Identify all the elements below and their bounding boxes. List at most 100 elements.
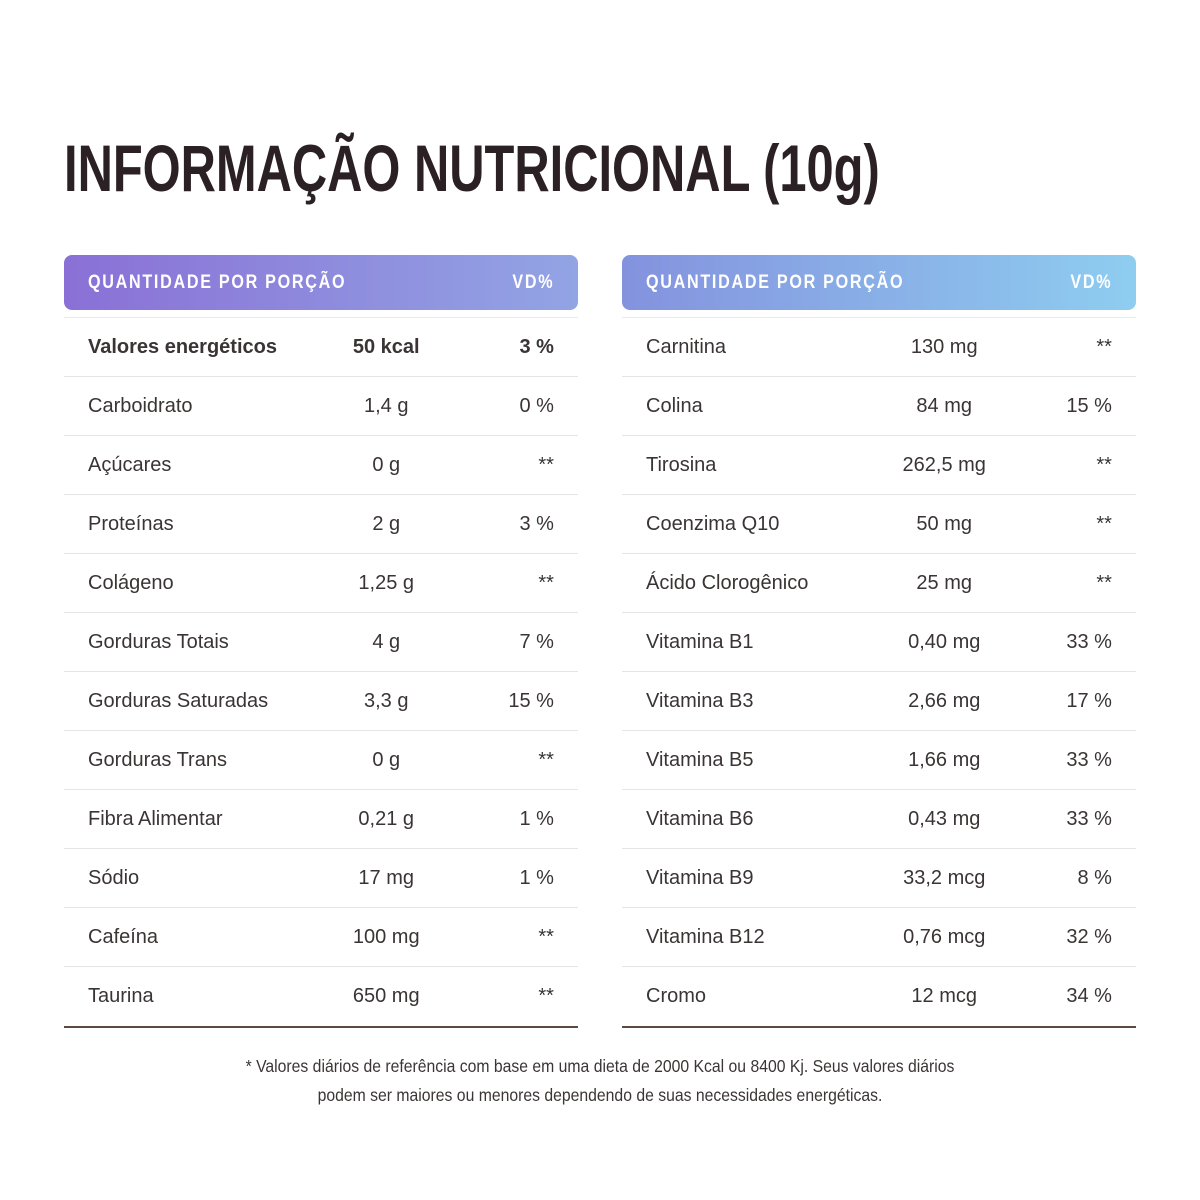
row-value: 0,76 mcg [903,925,986,948]
table-row: Tirosina 262,5 mg ** [622,436,1136,495]
table-row: Colina 84 mg 15 % [622,377,1136,436]
row-vd: 33 % [1066,748,1112,771]
row-vd: ** [538,985,554,1007]
row-value: 0,40 mg [908,630,981,653]
row-label: Valores energéticos [88,335,277,358]
table-row: Carboidrato 1,4 g 0 % [64,377,578,436]
row-vd: ** [1096,571,1112,594]
table-header-bar-right: QUANTIDADE POR PORÇÃO VD% [622,255,1136,310]
table-row: Gorduras Totais 4 g 7 % [64,613,578,672]
row-value: 3,3 g [363,689,409,712]
row-label: Carnitina [646,335,727,358]
row-label: Proteínas [88,512,174,535]
row-value: 84 mg [916,394,973,417]
row-value: 4 g [372,630,401,653]
row-label: Vitamina B5 [646,748,754,771]
row-label: Açúcares [88,453,172,476]
table-rows-right: Carnitina 130 mg ** Colina 84 mg 15 % Tirosina… [622,317,1136,1028]
table-row: Carnitina 130 mg ** [622,318,1136,377]
row-value: 1,25 g [358,571,415,594]
row-value: 1,66 mg [908,748,981,771]
table-rows-left: Valores energéticos 50 kcal 3 % Carboidrato… [64,317,578,1028]
row-vd: 33 % [1066,630,1112,653]
table-row: Cromo 12 mcg 34 % [622,967,1136,1026]
row-label: Coenzima Q10 [646,512,780,535]
row-label: Vitamina B9 [646,866,754,889]
table-row: Vitamina B3 2,66 mg 17 % [622,672,1136,731]
row-value: 17 mg [358,866,415,889]
row-label: Colágeno [88,571,174,594]
header-quantity-label: QUANTIDADE POR PORÇÃO [646,271,905,293]
row-vd: ** [538,925,554,948]
page-title: INFORMAÇÃO NUTRICIONAL (10g) [64,131,880,205]
table-row: Sódio 17 mg 1 % [64,849,578,908]
row-label: Colina [646,394,703,417]
row-value: 12 mcg [911,985,978,1007]
row-value: 130 mg [910,335,978,358]
table-row: Gorduras Trans 0 g ** [64,731,578,790]
row-label: Cromo [646,985,707,1007]
row-label: Cafeína [88,925,159,948]
table-row: Cafeína 100 mg ** [64,908,578,967]
row-value: 1,4 g [363,394,409,417]
row-vd: 3 % [519,335,554,358]
header-vd-label: VD% [512,271,554,293]
row-value: 25 mg [916,571,973,594]
row-value: 0,21 g [358,807,415,830]
row-label: Vitamina B12 [646,925,765,948]
row-value: 0 g [372,748,401,771]
table-row: Ácido Clorogênico 25 mg ** [622,554,1136,613]
table-row: Vitamina B5 1,66 mg 33 % [622,731,1136,790]
row-vd: ** [1096,453,1112,476]
row-vd: 7 % [519,630,554,653]
table-row: Vitamina B12 0,76 mcg 32 % [622,908,1136,967]
row-value: 262,5 mg [902,453,986,476]
row-label: Carboidrato [88,394,193,417]
row-value: 2,66 mg [908,689,981,712]
row-label: Vitamina B6 [646,807,754,830]
table-row: Colágeno 1,25 g ** [64,554,578,613]
table-row: Açúcares 0 g ** [64,436,578,495]
row-value: 33,2 mcg [903,866,986,889]
table-row: Coenzima Q10 50 mg ** [622,495,1136,554]
row-value: 100 mg [352,925,420,948]
header-vd-label: VD% [1070,271,1112,293]
row-label: Tirosina [646,453,717,476]
table-row: Fibra Alimentar 0,21 g 1 % [64,790,578,849]
row-vd: ** [538,748,554,771]
row-label: Sódio [88,866,140,889]
row-vd: 0 % [519,394,554,417]
row-vd: 15 % [1066,394,1112,417]
row-label: Gorduras Saturadas [88,689,269,712]
table-row: Taurina 650 mg ** [64,967,578,1026]
table-row: Proteínas 2 g 3 % [64,495,578,554]
row-value: 0,43 mg [908,807,981,830]
row-label: Gorduras Trans [88,748,227,771]
row-vd: 32 % [1066,925,1112,948]
row-vd: 34 % [1066,985,1112,1007]
row-value: 50 mg [916,512,973,535]
table-row: Valores energéticos 50 kcal 3 % [64,318,578,377]
nutrition-table-right: QUANTIDADE POR PORÇÃO VD% Carnitina 130 m… [622,255,1136,1028]
row-value: 50 kcal [352,335,420,358]
footnote-line-2: podem ser maiores ou menores dependendo … [317,1085,883,1105]
row-value: 650 mg [352,985,420,1007]
row-vd: 17 % [1066,689,1112,712]
tables-container: QUANTIDADE POR PORÇÃO VD% Valores energé… [64,255,1136,1028]
row-label: Fibra Alimentar [88,807,223,830]
row-value: 2 g [372,512,401,535]
row-label: Gorduras Totais [88,630,229,653]
header-quantity-label: QUANTIDADE POR PORÇÃO [88,271,347,293]
table-row: Vitamina B6 0,43 mg 33 % [622,790,1136,849]
footnote-line-1: * Valores diários de referência com base… [245,1056,955,1076]
row-vd: ** [1096,335,1112,358]
row-vd: 3 % [519,512,554,535]
nutrition-table-left: QUANTIDADE POR PORÇÃO VD% Valores energé… [64,255,578,1028]
row-label: Vitamina B1 [646,630,754,653]
row-value: 0 g [372,453,401,476]
row-vd: 8 % [1077,866,1112,889]
row-vd: 33 % [1066,807,1112,830]
row-label: Ácido Clorogênico [646,571,809,594]
row-vd: 1 % [519,866,554,889]
